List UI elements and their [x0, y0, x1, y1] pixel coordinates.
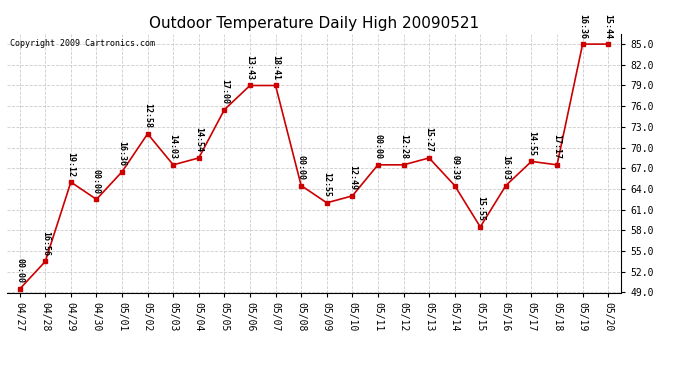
Text: 14:54: 14:54 [195, 128, 204, 152]
Text: 16:36: 16:36 [578, 13, 587, 39]
Title: Outdoor Temperature Daily High 20090521: Outdoor Temperature Daily High 20090521 [149, 16, 479, 31]
Text: 09:39: 09:39 [450, 155, 459, 180]
Text: 17:00: 17:00 [220, 79, 229, 104]
Text: 00:00: 00:00 [92, 169, 101, 194]
Text: 14:55: 14:55 [527, 131, 536, 156]
Text: 13:43: 13:43 [246, 55, 255, 80]
Text: 14:03: 14:03 [169, 134, 178, 159]
Text: 12:49: 12:49 [348, 165, 357, 190]
Text: 19:12: 19:12 [66, 152, 75, 177]
Text: 12:58: 12:58 [143, 103, 152, 128]
Text: 00:00: 00:00 [15, 258, 24, 284]
Text: 18:41: 18:41 [271, 55, 280, 80]
Text: 15:44: 15:44 [604, 13, 613, 39]
Text: Copyright 2009 Cartronics.com: Copyright 2009 Cartronics.com [10, 39, 155, 48]
Text: 15:55: 15:55 [476, 196, 485, 221]
Text: 00:00: 00:00 [297, 155, 306, 180]
Text: 17:17: 17:17 [553, 134, 562, 159]
Text: 16:03: 16:03 [502, 155, 511, 180]
Text: 16:36: 16:36 [117, 141, 126, 166]
Text: 00:00: 00:00 [373, 134, 382, 159]
Text: 12:55: 12:55 [322, 172, 331, 197]
Text: 15:27: 15:27 [424, 128, 433, 152]
Text: 12:28: 12:28 [399, 134, 408, 159]
Text: 16:56: 16:56 [41, 231, 50, 256]
